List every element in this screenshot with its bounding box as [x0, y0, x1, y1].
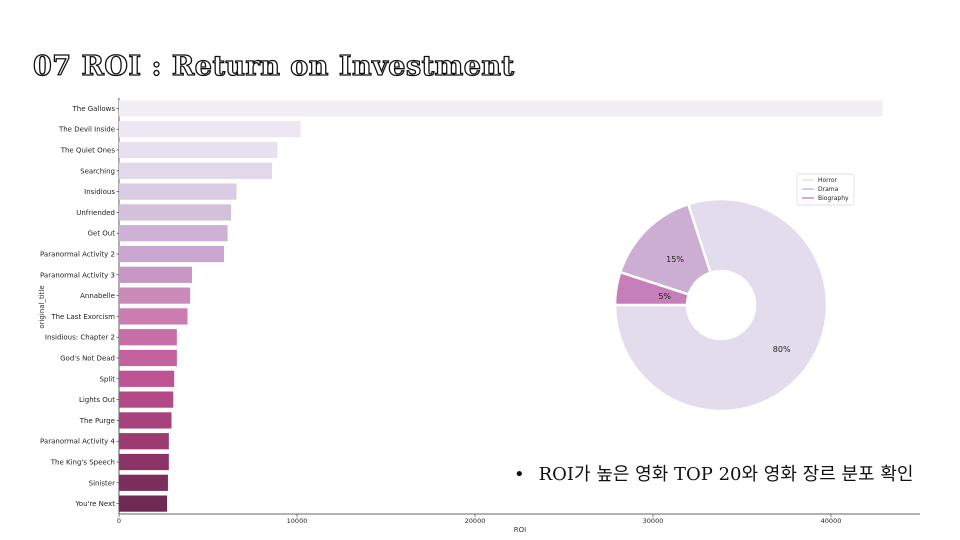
y-tick-label: Paranormal Activity 2	[40, 251, 115, 259]
x-tick-label: 40000	[821, 517, 842, 525]
donut-slice-label: 5%	[658, 292, 671, 301]
bullet-text: ROI가 높은 영화 TOP 20와 영화 장르 분포 확인	[538, 464, 914, 485]
donut-slice-label: 15%	[666, 255, 684, 264]
x-axis-label: ROI	[514, 526, 526, 534]
y-tick-label: The Purge	[79, 417, 115, 425]
y-axis-label: original_title	[38, 285, 46, 328]
legend-label: Horror	[818, 177, 838, 184]
bar	[119, 100, 883, 117]
y-tick-label: The Gallows	[71, 105, 115, 113]
bar	[119, 204, 232, 221]
bar	[119, 266, 192, 283]
donut-legend: Horror Drama Biography	[796, 173, 855, 206]
donut-slices	[613, 197, 829, 413]
legend-box	[796, 173, 855, 206]
bar	[119, 245, 225, 263]
y-tick-label: Paranormal Activity 4	[40, 438, 116, 446]
donut-slice	[613, 270, 691, 307]
y-tick-label: Get Out	[88, 230, 116, 238]
bar	[119, 287, 191, 304]
y-tick-label: Unfriended	[76, 209, 115, 217]
bar-series	[119, 100, 883, 512]
x-tick-label: 20000	[465, 517, 486, 525]
bar	[119, 474, 168, 491]
donut-slice	[618, 202, 713, 297]
x-tick-label: 10000	[287, 517, 308, 525]
bar	[119, 349, 177, 367]
slide-title: 07 ROI : Return on Investment	[32, 50, 515, 82]
bar	[119, 453, 169, 471]
y-tick-label: Paranormal Activity 3	[40, 271, 115, 279]
x-ticks: 0 10000 20000 30000 40000	[117, 514, 841, 525]
y-tick-label: God's Not Dead	[60, 355, 115, 363]
bullet-dot: •	[514, 464, 525, 485]
bar	[119, 329, 177, 346]
bar	[119, 141, 278, 159]
bar	[119, 225, 228, 242]
x-tick-label: 30000	[643, 517, 664, 525]
y-tick-label: The King's Speech	[50, 459, 115, 467]
bar	[119, 370, 175, 387]
bar	[119, 162, 273, 179]
bar	[119, 183, 237, 200]
bar	[119, 308, 188, 325]
x-tick-label: 0	[117, 517, 121, 525]
y-tick-labels: The Gallows The Devil Inside The Quiet One…	[40, 105, 119, 508]
y-tick-label: Searching	[80, 167, 115, 175]
y-tick-label: Insidious	[84, 188, 115, 196]
bar	[119, 412, 172, 429]
donut-slice	[613, 197, 829, 413]
y-tick-label: The Last Exorcism	[50, 313, 115, 321]
bar	[119, 121, 301, 138]
legend-label: Drama	[818, 186, 839, 193]
bar	[119, 495, 168, 512]
donut-slice-labels: 80% 15% 5%	[658, 255, 791, 354]
bar	[119, 433, 169, 450]
y-tick-label: Insidious: Chapter 2	[45, 334, 115, 342]
bar	[119, 391, 174, 408]
y-tick-label: You're Next	[74, 500, 115, 508]
bullet-note: • ROI가 높은 영화 TOP 20와 영화 장르 분포 확인	[514, 460, 913, 486]
y-tick-label: Sinister	[89, 479, 115, 487]
y-tick-label: The Devil Inside	[58, 126, 115, 134]
y-tick-label: Split	[99, 375, 115, 383]
legend-label: Biography	[818, 195, 849, 202]
y-tick-label: Annabelle	[80, 292, 115, 300]
donut-slice-label: 80%	[773, 345, 791, 354]
y-tick-label: Lights Out	[79, 396, 115, 404]
y-tick-label: The Quiet Ones	[60, 147, 116, 155]
